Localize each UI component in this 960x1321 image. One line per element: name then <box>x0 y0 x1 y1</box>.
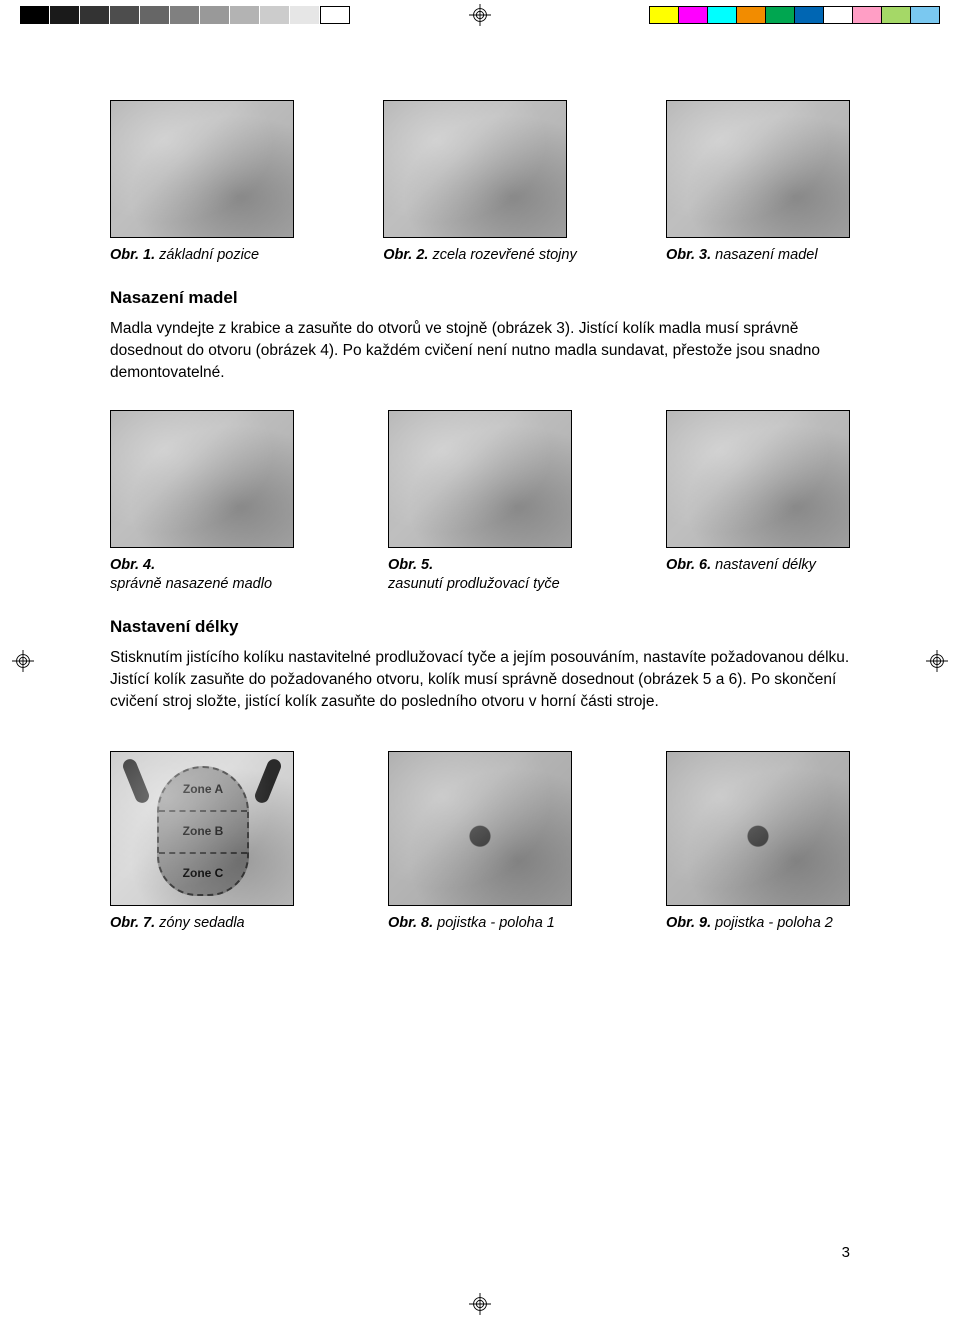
figure-image <box>666 751 850 906</box>
zone-label: Zone C <box>159 866 247 880</box>
grayscale-swatch <box>260 6 290 24</box>
grayscale-swatch <box>110 6 140 24</box>
figure-caption: Obr. 1. základní pozice <box>110 246 294 266</box>
figure-caption-text: nasazení madel <box>711 247 817 263</box>
figure-caption: Obr. 6. nastavení délky <box>666 556 850 576</box>
grayscale-swatch <box>50 6 80 24</box>
figure-image: Zone A Zone B Zone C <box>110 751 294 906</box>
grayscale-swatches <box>20 6 350 24</box>
figure-caption-sub: zasunutí prodlužovací tyče <box>388 576 560 592</box>
grayscale-swatch <box>200 6 230 24</box>
grayscale-swatch <box>20 6 50 24</box>
figure-image <box>388 410 572 548</box>
figure-image <box>110 100 294 238</box>
page-number: 3 <box>842 1244 850 1261</box>
figure-number: Obr. 3. <box>666 247 711 263</box>
figure: Obr. 9. pojistka - poloha 2 <box>666 751 850 934</box>
figure: Obr. 5. zasunutí prodlužovací tyče <box>388 410 572 595</box>
hue-swatch <box>910 6 940 24</box>
figure-caption-text: pojistka - poloha 2 <box>711 915 833 931</box>
figure-caption: Obr. 9. pojistka - poloha 2 <box>666 914 850 934</box>
grayscale-swatch <box>230 6 260 24</box>
hue-swatch <box>881 6 911 24</box>
figure-caption: Obr. 3. nasazení madel <box>666 246 850 266</box>
grayscale-swatch <box>140 6 170 24</box>
zone-label: Zone B <box>159 824 247 838</box>
figure-caption-text: zóny sedadla <box>155 915 244 931</box>
grayscale-swatch <box>320 6 350 24</box>
figure-image <box>666 100 850 238</box>
figure-number: Obr. 1. <box>110 247 155 263</box>
hue-swatch <box>678 6 708 24</box>
figure-number: Obr. 7. <box>110 915 155 931</box>
figure-caption: Obr. 7. zóny sedadla <box>110 914 294 934</box>
hue-swatch <box>852 6 882 24</box>
figure-row-1: Obr. 1. základní pozice Obr. 2. zcela roz… <box>110 100 850 266</box>
figure: Obr. 3. nasazení madel <box>666 100 850 266</box>
registration-mark-icon <box>12 650 34 672</box>
figure-number: Obr. 6. <box>666 557 711 573</box>
hue-swatch <box>794 6 824 24</box>
figure-caption: Obr. 5. zasunutí prodlužovací tyče <box>388 556 572 595</box>
figure-number: Obr. 4. <box>110 557 155 573</box>
figure-image <box>383 100 567 238</box>
figure-caption-text: nastavení délky <box>711 557 816 573</box>
figure: Zone A Zone B Zone C Obr. 7. zóny sedadla <box>110 751 294 934</box>
figure: Obr. 1. základní pozice <box>110 100 294 266</box>
figure-caption: Obr. 8. pojistka - poloha 1 <box>388 914 572 934</box>
hue-swatch <box>736 6 766 24</box>
figure-image <box>666 410 850 548</box>
hue-swatches <box>650 6 940 24</box>
figure: Obr. 8. pojistka - poloha 1 <box>388 751 572 934</box>
grayscale-swatch <box>80 6 110 24</box>
grayscale-swatch <box>290 6 320 24</box>
document-page: Obr. 1. základní pozice Obr. 2. zcela roz… <box>110 100 850 941</box>
seat-handle-icon <box>121 757 151 805</box>
heading-nastaveni-delky: Nastavení délky <box>110 617 850 637</box>
registration-mark-icon <box>469 1293 491 1315</box>
registration-mark-icon <box>926 650 948 672</box>
figure-row-3: Zone AZone BZone CObr. 7. zóny sedadlaOb… <box>110 751 850 934</box>
hue-swatch <box>707 6 737 24</box>
figure-row-2: Obr. 4. správně nasazené madlo Obr. 5. zasu… <box>110 410 850 595</box>
seat-handle-icon <box>253 757 283 805</box>
seat-zone-diagram: Zone A Zone B Zone C <box>157 766 249 896</box>
figure: Obr. 6. nastavení délky <box>666 410 850 595</box>
figure-caption-text: základní pozice <box>155 247 259 263</box>
figure-caption-text: zcela rozevřené stojny <box>428 247 576 263</box>
figure: Obr. 4. správně nasazené madlo <box>110 410 294 595</box>
figure-caption-text: pojistka - poloha 1 <box>433 915 555 931</box>
figure-caption: Obr. 2. zcela rozevřené stojny <box>383 246 576 266</box>
paragraph-nastaveni-delky: Stisknutím jistícího kolíku nastavitelné… <box>110 647 850 713</box>
figure: Obr. 2. zcela rozevřené stojny <box>383 100 576 266</box>
hue-swatch <box>823 6 853 24</box>
heading-nasazeni-madel: Nasazení madel <box>110 288 850 308</box>
figure-number: Obr. 8. <box>388 915 433 931</box>
figure-caption: Obr. 4. správně nasazené madlo <box>110 556 294 595</box>
figure-caption-sub: správně nasazené madlo <box>110 576 272 592</box>
figure-image <box>110 410 294 548</box>
paragraph-nasazeni-madel: Madla vyndejte z krabice a zasuňte do ot… <box>110 318 850 384</box>
hue-swatch <box>649 6 679 24</box>
hue-swatch <box>765 6 795 24</box>
registration-mark-icon <box>469 4 491 26</box>
zone-label: Zone A <box>159 782 247 796</box>
figure-number: Obr. 5. <box>388 557 433 573</box>
figure-number: Obr. 9. <box>666 915 711 931</box>
figure-image <box>388 751 572 906</box>
figure-number: Obr. 2. <box>383 247 428 263</box>
grayscale-swatch <box>170 6 200 24</box>
